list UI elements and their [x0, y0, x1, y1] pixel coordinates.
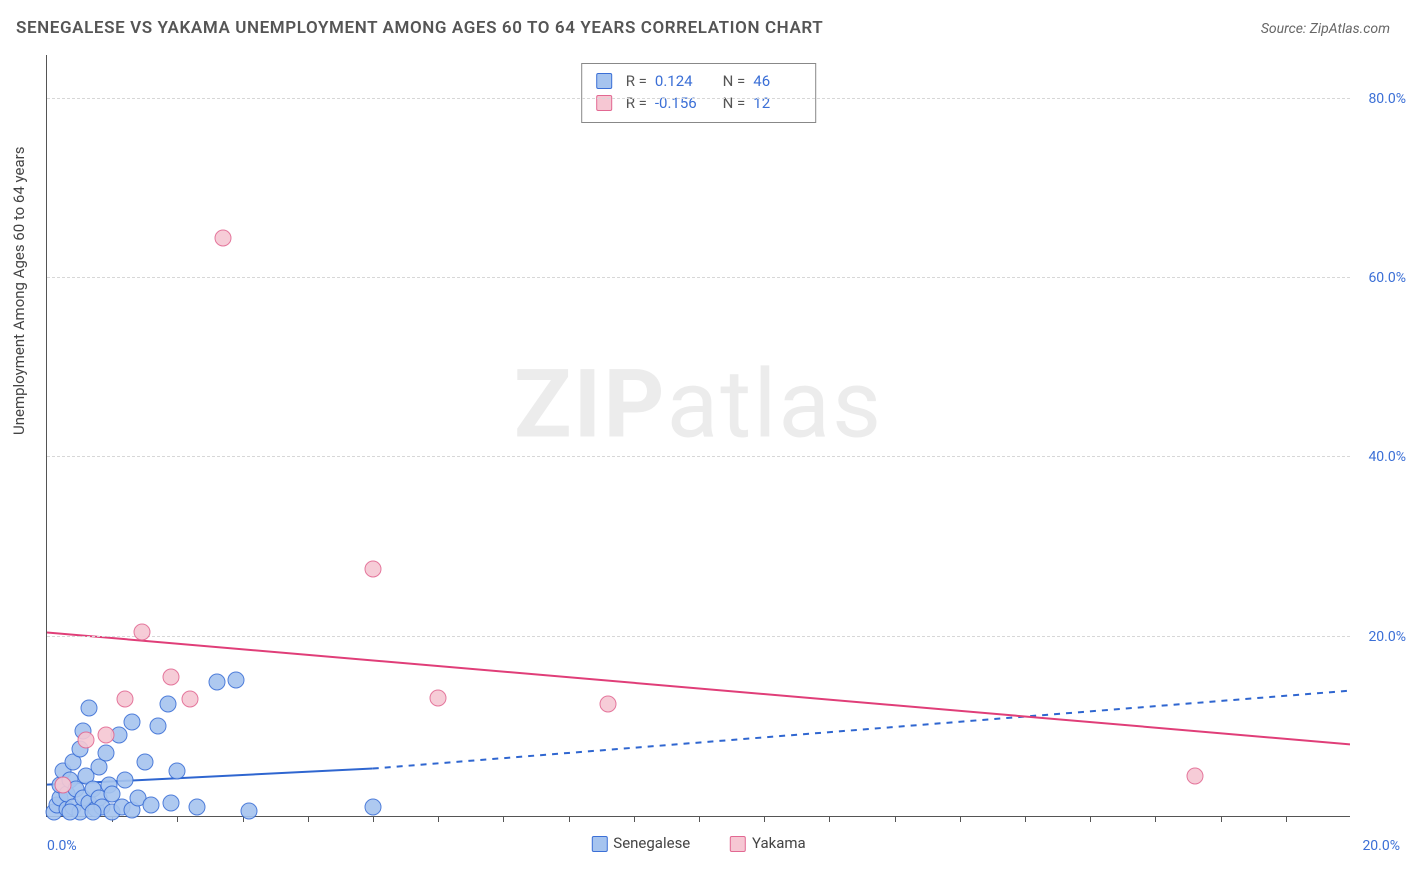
trend-lines [47, 55, 1350, 816]
x-tick [373, 816, 374, 822]
stat-R-senegalese: 0.124 [655, 70, 703, 92]
legend-swatch-yakama [730, 836, 746, 852]
x-tick [634, 816, 635, 822]
x-tick [895, 816, 896, 822]
stats-row-senegalese: R = 0.124 N = 46 [596, 70, 802, 92]
x-tick [1025, 816, 1026, 822]
x-tick [503, 816, 504, 822]
data-point-senegalese [84, 804, 101, 821]
stat-N-yakama: 12 [753, 92, 801, 114]
watermark: ZIPatlas [514, 350, 883, 461]
y-axis-label: Unemployment Among Ages 60 to 64 years [10, 147, 28, 435]
data-point-senegalese [143, 797, 160, 814]
swatch-senegalese [596, 73, 612, 89]
x-tick [960, 816, 961, 822]
x-tick [699, 816, 700, 822]
correlation-stats-legend: R = 0.124 N = 46 R = -0.156 N = 12 [581, 63, 817, 123]
data-point-senegalese [61, 804, 78, 821]
source-label: Source: ZipAtlas.com [1261, 21, 1390, 37]
y-tick-label: 20.0% [1356, 629, 1406, 645]
x-tick [1155, 816, 1156, 822]
data-point-senegalese [169, 763, 186, 780]
data-point-senegalese [365, 799, 382, 816]
data-point-senegalese [241, 802, 258, 819]
data-point-yakama [117, 691, 134, 708]
watermark-bold: ZIP [514, 350, 667, 461]
legend-label-senegalese: Senegalese [613, 834, 690, 852]
data-point-senegalese [208, 673, 225, 690]
x-origin-label: 0.0% [47, 838, 77, 854]
stats-row-yakama: R = -0.156 N = 12 [596, 92, 802, 114]
x-tick [764, 816, 765, 822]
gridline [47, 277, 1350, 278]
x-tick [1221, 816, 1222, 822]
stat-label-N: N = [723, 70, 746, 92]
stat-label-R: R = [626, 70, 647, 92]
watermark-light: atlas [667, 350, 884, 461]
series-legend: Senegalese Yakama [573, 834, 823, 852]
data-point-yakama [133, 624, 150, 641]
data-point-senegalese [81, 700, 98, 717]
data-point-yakama [97, 727, 114, 744]
data-point-yakama [1186, 767, 1203, 784]
stat-label-N: N = [723, 92, 746, 114]
data-point-yakama [215, 229, 232, 246]
legend-swatch-senegalese [591, 836, 607, 852]
x-tick [1090, 816, 1091, 822]
y-tick-label: 40.0% [1356, 449, 1406, 465]
x-end-label: 20.0% [1362, 838, 1400, 854]
x-tick [438, 816, 439, 822]
x-tick [308, 816, 309, 822]
data-point-senegalese [228, 671, 245, 688]
data-point-senegalese [188, 799, 205, 816]
data-point-yakama [162, 669, 179, 686]
data-point-senegalese [136, 754, 153, 771]
chart-title: SENEGALESE VS YAKAMA UNEMPLOYMENT AMONG … [16, 18, 823, 38]
data-point-senegalese [117, 772, 134, 789]
gridline [47, 636, 1350, 637]
data-point-yakama [365, 561, 382, 578]
data-point-yakama [599, 695, 616, 712]
data-point-yakama [430, 689, 447, 706]
data-point-yakama [78, 731, 95, 748]
data-point-senegalese [97, 745, 114, 762]
legend-item-senegalese: Senegalese [591, 834, 694, 852]
data-point-senegalese [123, 713, 140, 730]
x-tick [177, 816, 178, 822]
data-point-senegalese [162, 794, 179, 811]
stat-R-yakama: -0.156 [655, 92, 703, 114]
x-tick [1286, 816, 1287, 822]
stat-label-R: R = [626, 92, 647, 114]
stat-N-senegalese: 46 [753, 70, 801, 92]
legend-label-yakama: Yakama [752, 834, 806, 852]
gridline [47, 98, 1350, 99]
gridline [47, 456, 1350, 457]
data-point-yakama [182, 691, 199, 708]
data-point-senegalese [159, 695, 176, 712]
title-bar: SENEGALESE VS YAKAMA UNEMPLOYMENT AMONG … [16, 18, 1390, 38]
y-tick-label: 60.0% [1356, 270, 1406, 286]
data-point-senegalese [149, 718, 166, 735]
correlation-scatter-plot: ZIPatlas 0.0% 20.0% R = 0.124 N = 46 R =… [46, 55, 1350, 817]
x-tick [569, 816, 570, 822]
y-tick-label: 80.0% [1356, 91, 1406, 107]
legend-item-yakama: Yakama [730, 834, 806, 852]
data-point-yakama [55, 776, 72, 793]
x-tick [829, 816, 830, 822]
